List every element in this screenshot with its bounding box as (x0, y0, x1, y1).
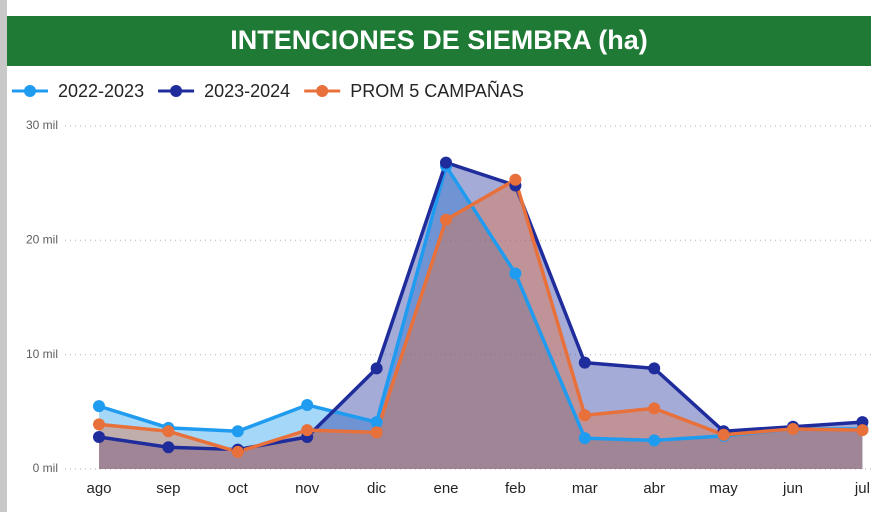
point (509, 267, 522, 280)
x-tick-label: abr (643, 480, 665, 497)
point (440, 213, 452, 226)
point (440, 156, 452, 169)
point (648, 362, 661, 375)
left-border (0, 0, 7, 512)
point (231, 445, 244, 458)
point (93, 430, 105, 443)
point (301, 424, 314, 437)
point (370, 426, 383, 439)
point (648, 434, 661, 447)
y-tick-label: 30 mil (26, 118, 58, 132)
legend-marker (24, 85, 36, 97)
x-tick-label: ago (86, 480, 111, 497)
chart-title: INTENCIONES DE SIEMBRA (ha) (230, 25, 648, 55)
area (99, 162, 863, 469)
x-tick-label: jul (854, 480, 870, 497)
point (162, 425, 175, 438)
x-tick-label: feb (505, 480, 526, 497)
point (231, 425, 244, 438)
x-tick-label: ene (433, 480, 458, 497)
legend-label: 2022-2023 (58, 81, 144, 101)
legend-marker (170, 85, 183, 97)
x-tick-label: oct (228, 480, 249, 497)
legend-label: 2023-2024 (204, 81, 290, 101)
point (509, 173, 522, 186)
point (93, 400, 105, 413)
y-tick-label: 10 mil (26, 347, 58, 361)
point (301, 398, 314, 411)
point (578, 356, 591, 369)
x-tick-label: mar (572, 480, 598, 497)
point (578, 432, 591, 445)
point (856, 424, 869, 437)
point (370, 362, 383, 375)
legend-label: PROM 5 CAMPAÑAS (350, 80, 524, 101)
point (162, 441, 175, 454)
point (370, 416, 383, 429)
x-tick-label: jun (782, 480, 803, 497)
x-tick-label: dic (367, 480, 387, 497)
point (787, 422, 799, 435)
point (648, 402, 661, 415)
x-tick-label: may (709, 480, 738, 497)
y-tick-label: 20 mil (26, 233, 58, 247)
line (98, 177, 863, 454)
x-tick-label: nov (295, 480, 320, 497)
area (99, 179, 863, 469)
y-tick-label: 0 mil (33, 461, 58, 475)
x-tick-label: sep (156, 480, 180, 497)
point (578, 409, 591, 422)
point (93, 418, 105, 431)
area (99, 166, 863, 469)
legend-marker (316, 85, 329, 97)
point (717, 428, 730, 441)
title-bar (7, 16, 871, 66)
